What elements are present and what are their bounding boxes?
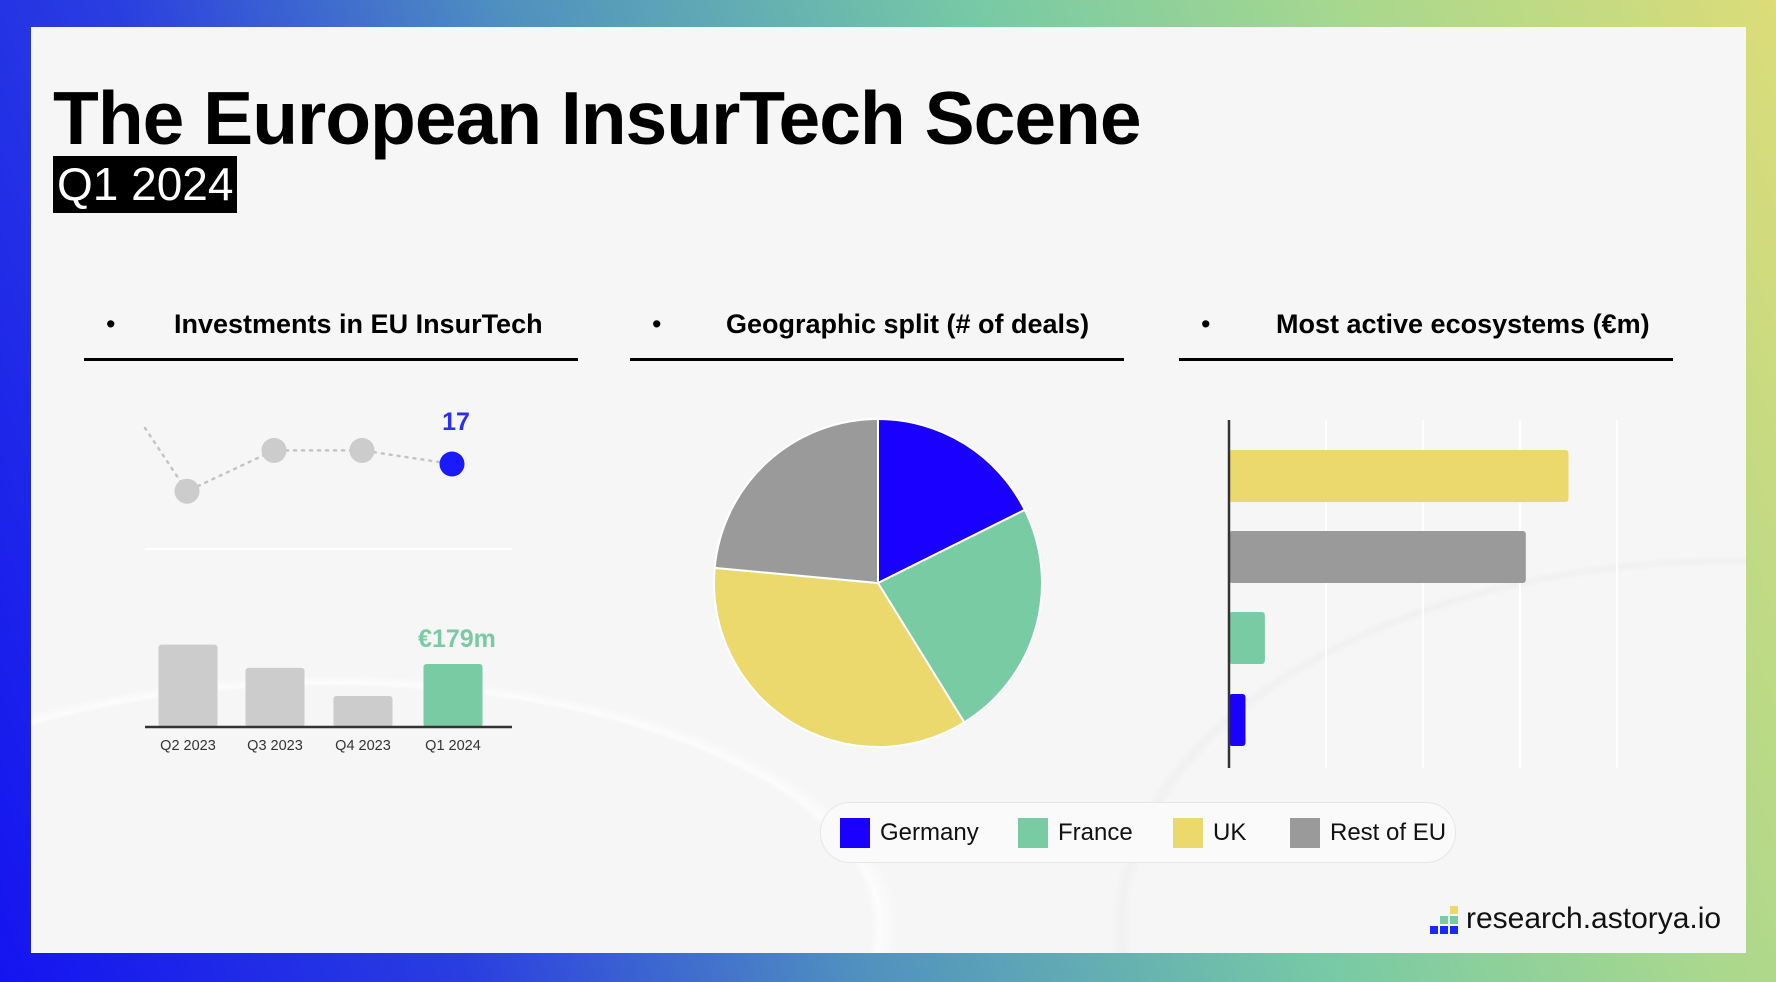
pie-legend: Germany France UK Rest of EU: [820, 802, 1456, 863]
legend-swatch: [1290, 818, 1320, 848]
line-point: [261, 437, 287, 463]
column-bar: [423, 664, 483, 727]
pie-slice-rest-of-eu: [713, 417, 879, 585]
infographic-panel: The European InsurTech Scene Q1 2024 • I…: [31, 27, 1746, 953]
x-tick-label: Q2 2023: [160, 738, 216, 754]
legend-label: UK: [1213, 819, 1247, 846]
section-title: Most active ecosystems (€m): [1276, 309, 1650, 339]
legend-label: Rest of EU: [1330, 819, 1447, 846]
column-bar: [158, 644, 218, 727]
charts-canvas: 17 Q2 2023 Q3 2023 Q4 2023 Q1 2024 €179m: [143, 408, 1618, 768]
bullet: •: [652, 309, 662, 339]
page-subtitle: Q1 2024: [53, 156, 238, 213]
x-tick-label: Q3 2023: [247, 738, 303, 754]
hbar-uk: [1229, 450, 1569, 502]
page-title: The European InsurTech Scene: [53, 76, 1142, 160]
x-tick-label: Q1 2024: [425, 738, 481, 754]
legend-swatch: [840, 818, 870, 848]
logo: research.astorya.io: [1430, 904, 1721, 934]
bullet: •: [1201, 309, 1211, 339]
column-data-label: €179m: [418, 625, 496, 653]
logo-bars-icon: [1430, 906, 1458, 934]
pie-slice-uk: [713, 566, 966, 748]
column-bar: [333, 696, 393, 727]
legend-item-germany: Germany: [840, 818, 979, 848]
line-point: [174, 478, 200, 504]
column-bar: [245, 667, 305, 727]
x-tick-label: Q4 2023: [335, 738, 391, 754]
legend-item-rest-of-eu: Rest of EU: [1290, 818, 1446, 848]
section-title: Geographic split (# of deals): [726, 309, 1090, 339]
bullet: •: [106, 309, 116, 339]
legend-item-france: France: [1018, 818, 1133, 848]
hbar-france: [1229, 612, 1265, 664]
line-series: [143, 426, 454, 493]
line-point: [349, 437, 375, 463]
line-point: [439, 451, 465, 477]
legend-item-uk: UK: [1173, 818, 1246, 848]
logo-text: research.astorya.io: [1466, 902, 1722, 935]
line-data-label: 17: [442, 408, 470, 436]
legend-label: Germany: [880, 819, 979, 846]
legend-swatch: [1173, 818, 1203, 848]
hbar-rest-of-eu: [1229, 531, 1526, 583]
section-ecosystems: • Most active ecosystems (€m): [1179, 295, 1673, 361]
legend-swatch: [1018, 818, 1048, 848]
pie-slice-germany: [877, 417, 1027, 585]
legend-label: France: [1058, 819, 1133, 846]
section-title: Investments in EU InsurTech: [174, 309, 543, 339]
section-investments: • Investments in EU InsurTech: [84, 295, 578, 361]
pie-slice-france: [876, 508, 1043, 724]
hbar-germany: [1229, 694, 1246, 746]
section-geographic: • Geographic split (# of deals): [630, 295, 1124, 361]
